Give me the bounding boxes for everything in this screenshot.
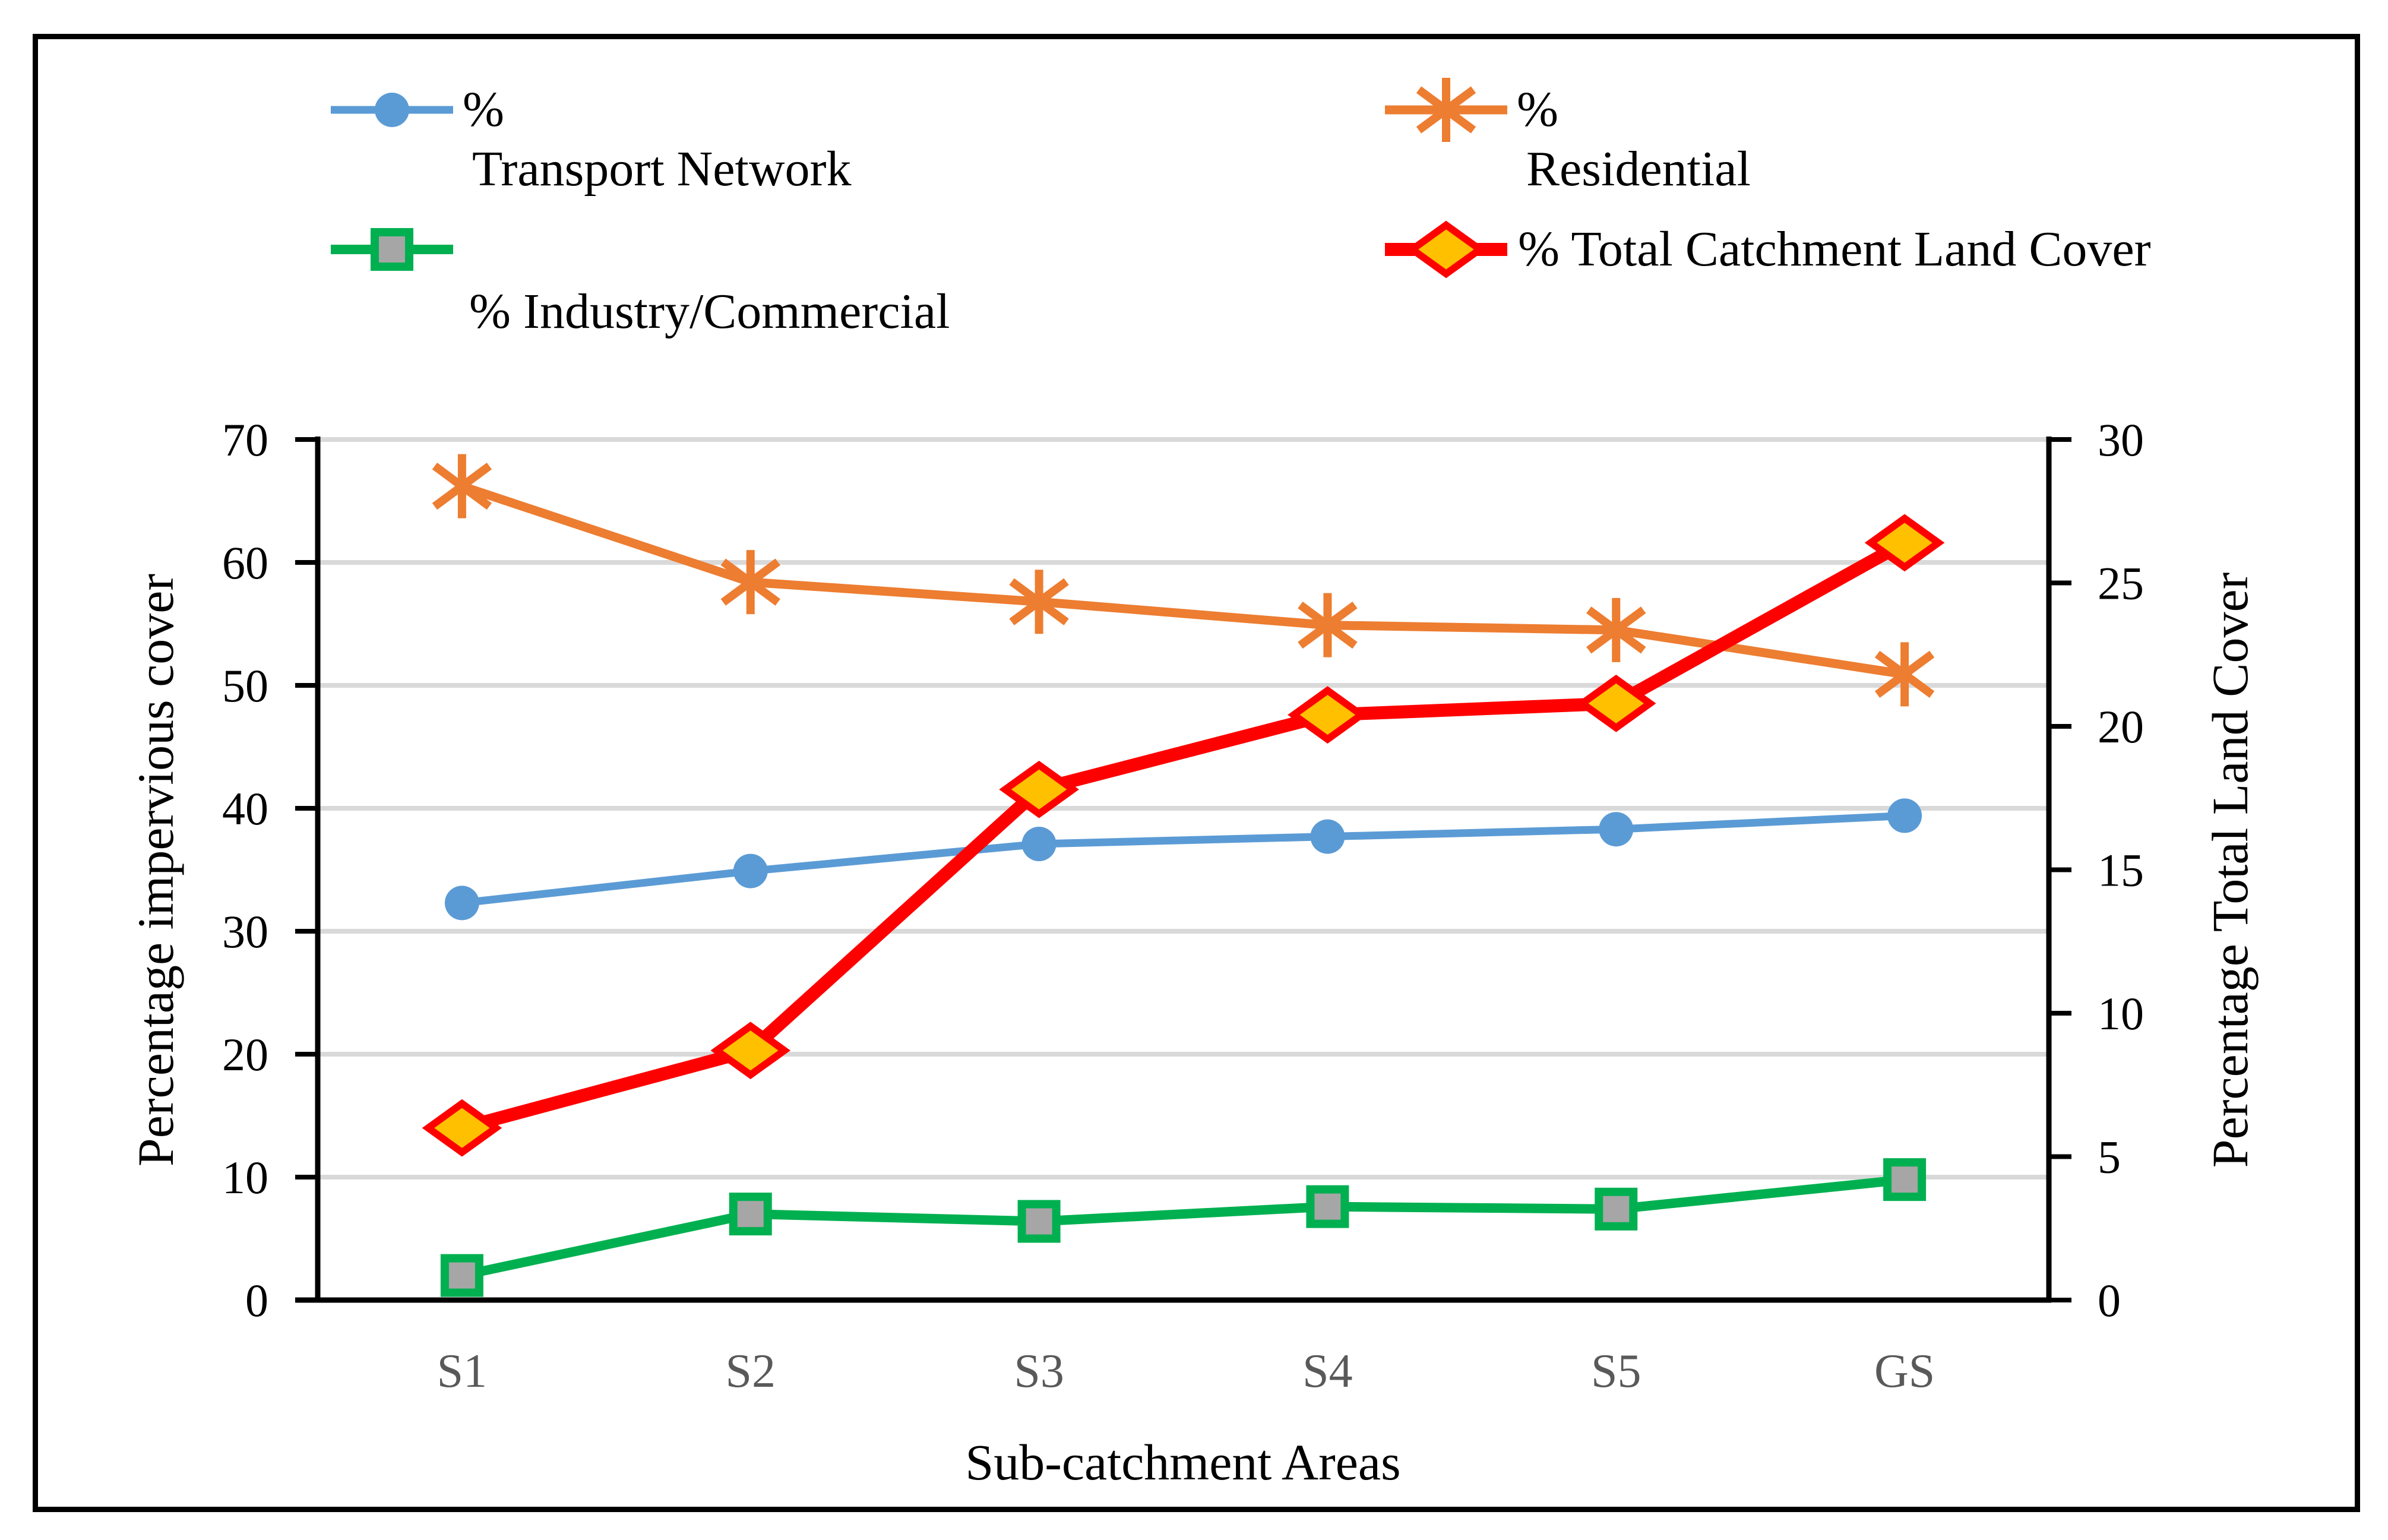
y-left-tick-label: 0 <box>245 1275 268 1326</box>
series-line--industry-commercial <box>461 1175 1905 1280</box>
x-axis-title: Sub-catchment Areas <box>965 1434 1401 1491</box>
marker-asterisk-spoke <box>1586 606 1646 654</box>
x-category-label: S4 <box>1302 1345 1353 1397</box>
marker-square <box>371 228 413 271</box>
marker-circle <box>1599 812 1634 847</box>
marker-circle <box>1021 827 1057 862</box>
marker-square <box>1883 1158 1927 1201</box>
legend-label-total-catchment: % Total Catchment Land Cover <box>1518 222 2151 277</box>
y-left-tick-label: 40 <box>222 783 268 834</box>
series-line--residential <box>460 482 1906 679</box>
x-category-label: S1 <box>437 1345 488 1397</box>
marker-square <box>1017 1200 1061 1243</box>
marker-diamond <box>1864 514 1945 572</box>
marker-diamond <box>422 1099 502 1157</box>
legend-marker-diamond-icon <box>1385 220 1507 279</box>
marker-diamond <box>1576 674 1656 732</box>
y-right-tick-label: 5 <box>2098 1131 2121 1183</box>
legend-item-total-catchment: % Total Catchment Land Cover <box>1384 214 2151 285</box>
marker-asterisk-spoke <box>1874 650 1935 698</box>
y-right-tick-label: 30 <box>2098 414 2144 466</box>
legend-percent-transport: % <box>463 82 504 137</box>
legend-item-residential: % <box>1384 74 1558 146</box>
marker-square <box>1595 1187 1638 1231</box>
series-line--transport-network <box>461 811 1905 907</box>
y-left-tick-label: 10 <box>222 1152 268 1203</box>
series-line--total-catchment-land-cover <box>460 537 1908 1134</box>
y-left-tick-label: 20 <box>222 1029 268 1080</box>
marker-diamond <box>1406 220 1486 279</box>
marker-diamond <box>710 1022 791 1080</box>
y-left-tick-label: 30 <box>222 906 268 957</box>
x-category-label: S3 <box>1014 1345 1064 1397</box>
marker-square <box>440 1254 483 1297</box>
y-left-tick-label: 70 <box>222 414 268 466</box>
marker-circle <box>733 853 768 888</box>
y-left-tick-label: 50 <box>222 660 268 712</box>
y-left-axis-title: Percentage impervious cover <box>127 573 184 1167</box>
x-category-label: GS <box>1874 1345 1935 1397</box>
legend-item-transport-network: % <box>330 74 504 146</box>
y-right-tick-label: 20 <box>2098 701 2144 752</box>
marker-circle <box>1310 819 1345 854</box>
y-right-tick-label: 10 <box>2098 988 2144 1039</box>
marker-circle <box>1887 798 1922 833</box>
y-left-tick-label: 60 <box>222 537 268 589</box>
y-right-tick-label: 0 <box>2098 1275 2121 1326</box>
x-category-label: S2 <box>726 1345 776 1397</box>
marker-asterisk-spoke <box>720 558 780 606</box>
legend-label-transport-network: Transport Network <box>472 141 852 197</box>
y-right-tick-label: 25 <box>2098 558 2144 609</box>
marker-asterisk-spoke <box>1298 601 1358 649</box>
x-category-label: S5 <box>1591 1345 1641 1397</box>
y-right-tick-label: 15 <box>2098 845 2144 896</box>
legend-marker-asterisk-icon <box>1385 78 1507 142</box>
marker-asterisk-spoke <box>432 463 492 510</box>
legend-marker-circle-icon <box>331 93 453 127</box>
y-right-axis-title: Percentage Total Land Cover <box>2202 572 2259 1168</box>
marker-diamond <box>999 760 1079 818</box>
marker-asterisk-spoke <box>1009 578 1069 625</box>
marker-circle <box>375 93 409 127</box>
marker-asterisk-spoke <box>1416 86 1476 134</box>
marker-square <box>729 1193 772 1236</box>
marker-circle <box>444 886 479 921</box>
figure-outer-border <box>33 34 2360 1512</box>
legend-percent-residential: % <box>1517 82 1558 137</box>
legend-label-industry-commercial: % Industry/Commercial <box>469 284 950 339</box>
marker-diamond <box>1288 686 1368 744</box>
marker-square <box>1306 1185 1349 1228</box>
legend-label-residential: Residential <box>1526 141 1751 197</box>
legend-item-industry-commercial <box>330 214 454 285</box>
legend-marker-square-icon <box>331 228 453 271</box>
